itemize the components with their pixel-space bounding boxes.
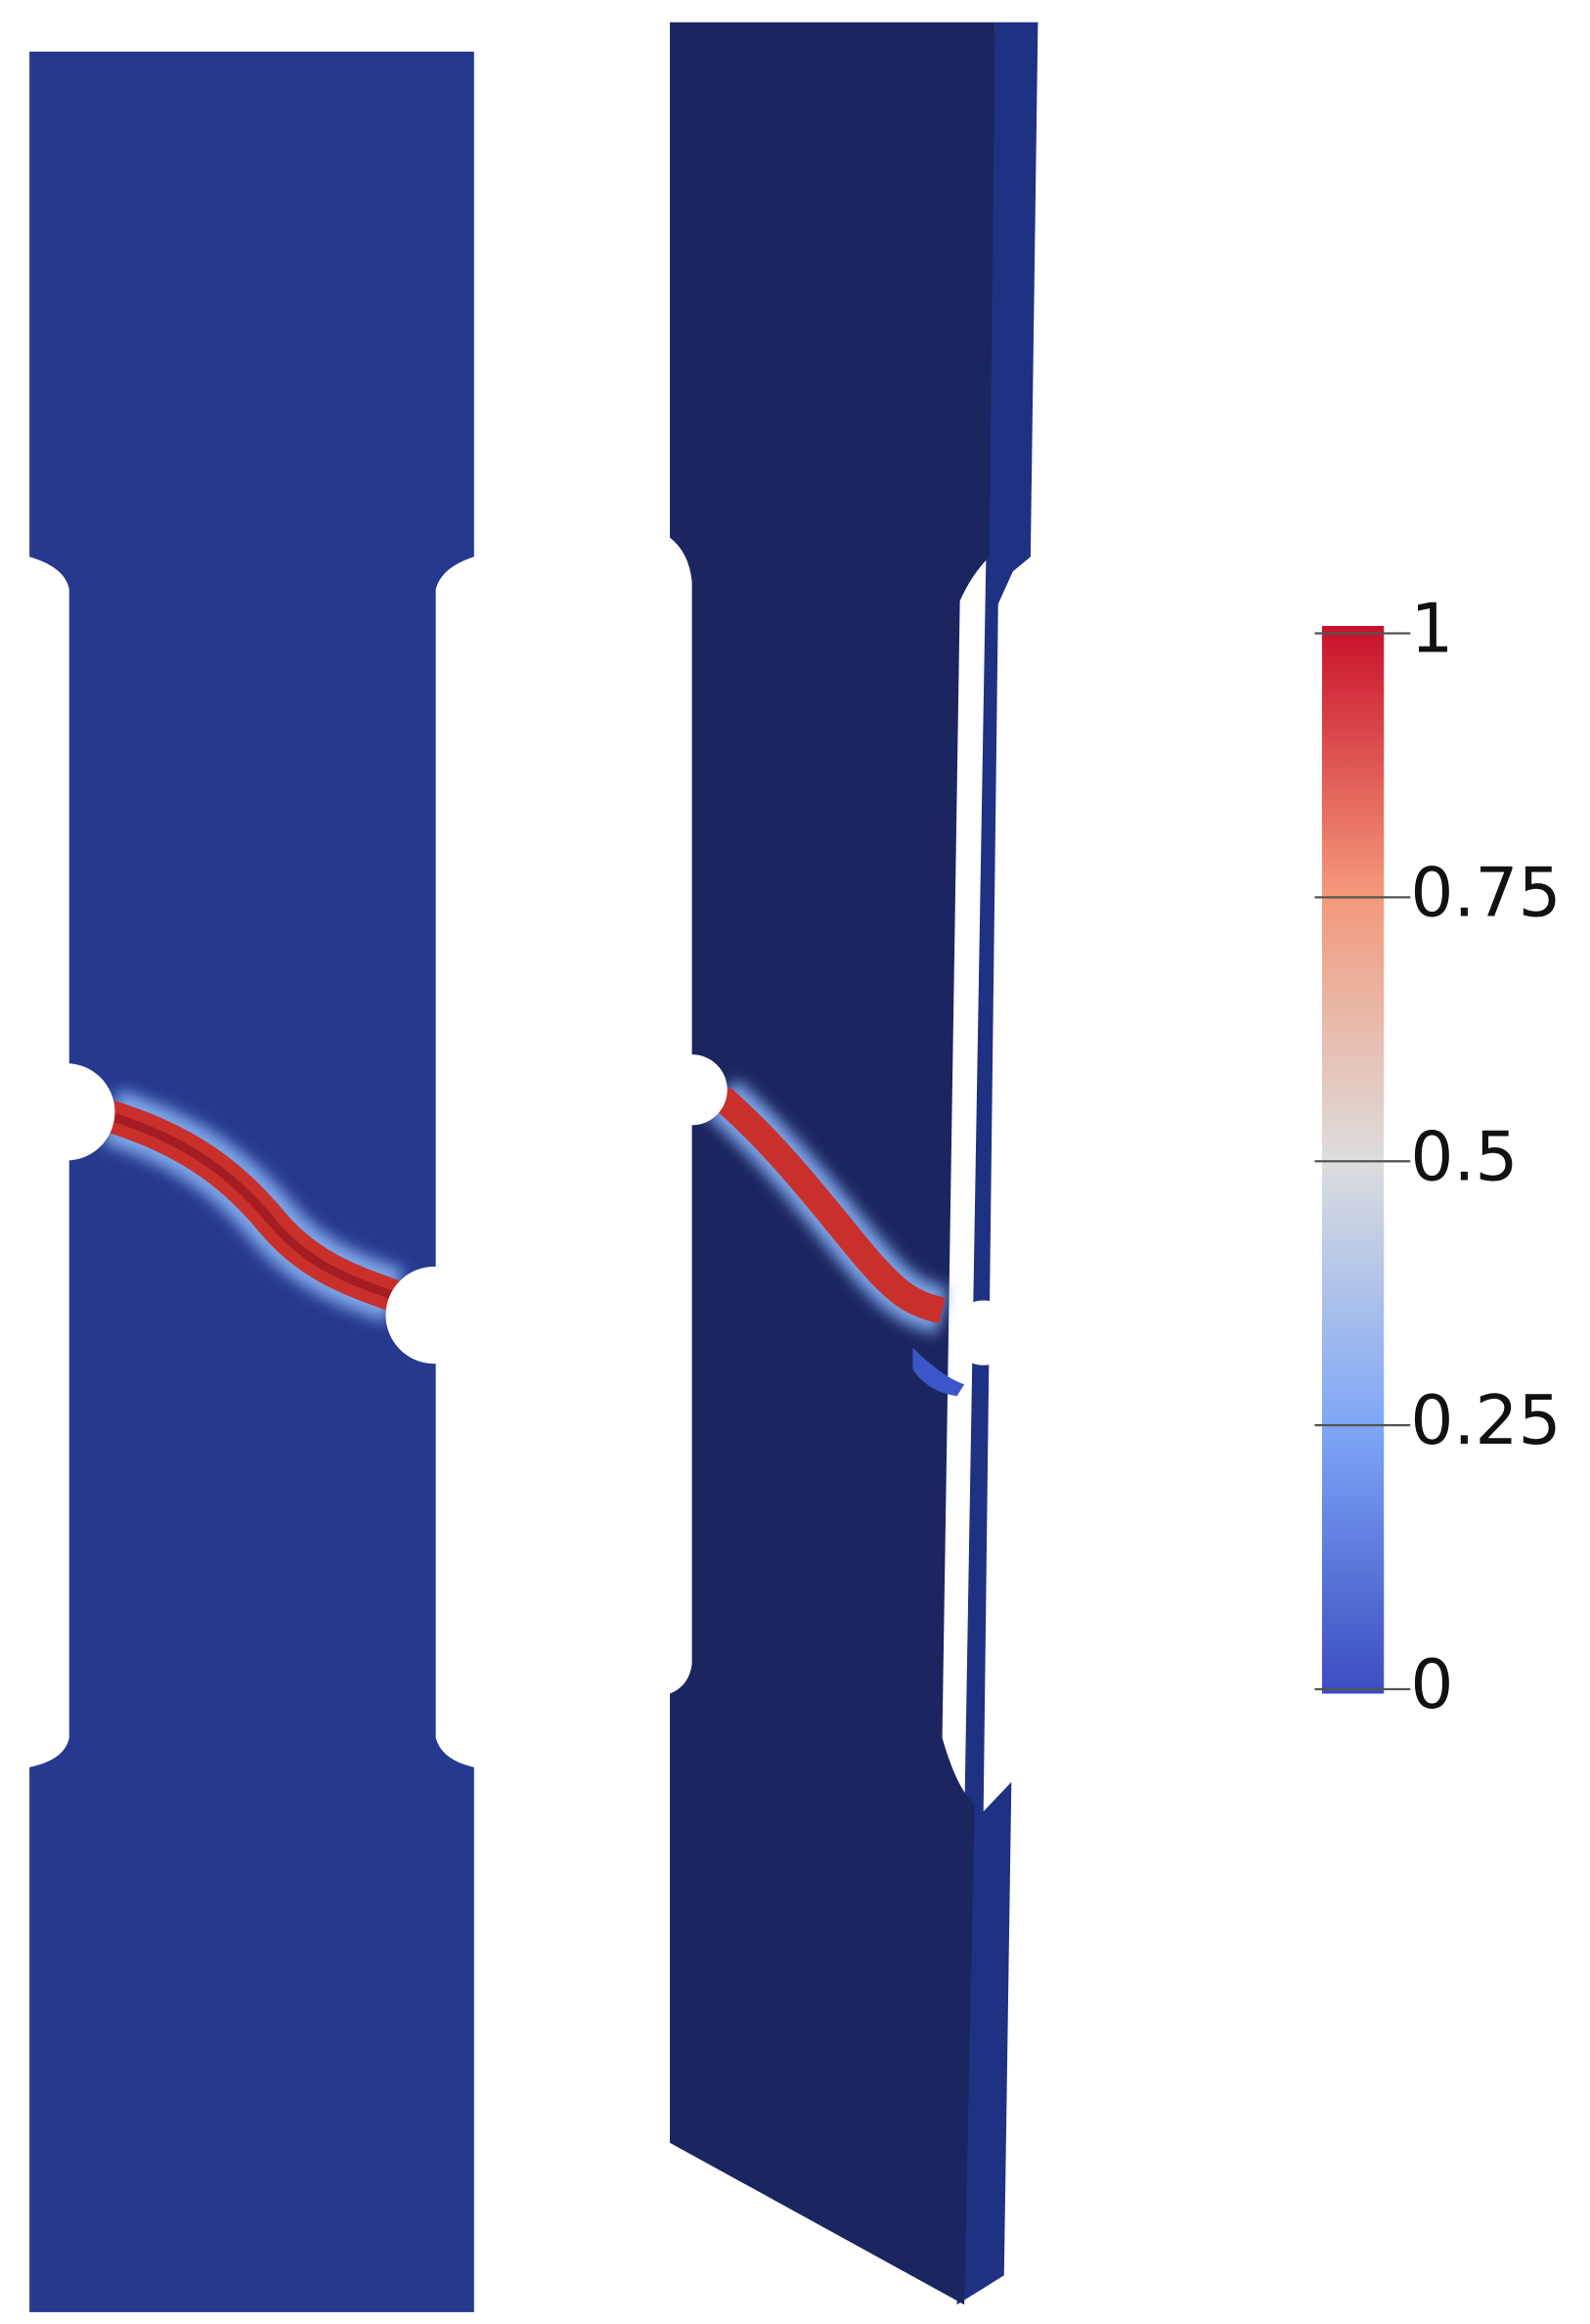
colorbar-tick-label: 0.5 bbox=[1410, 1118, 1518, 1196]
left-specimen bbox=[18, 51, 483, 2312]
notch bbox=[18, 1063, 115, 1161]
colorbar-tick-label: 0.75 bbox=[1410, 854, 1561, 932]
colorbar-tick-label: 0 bbox=[1410, 1646, 1453, 1724]
colorbar-gradient bbox=[1321, 625, 1385, 1694]
colorbar: 0 0.25 0.5 0.75 1 bbox=[1314, 591, 1562, 1724]
notch bbox=[950, 1300, 1016, 1365]
colorbar-tick-label: 0.25 bbox=[1410, 1382, 1561, 1460]
notch bbox=[656, 1054, 728, 1126]
crack bbox=[712, 1087, 946, 1324]
side-face bbox=[956, 22, 1038, 2305]
notch-face bbox=[912, 1347, 965, 1397]
right-specimen bbox=[656, 22, 1038, 2305]
colorbar-tick-label: 1 bbox=[1410, 591, 1453, 669]
notch bbox=[385, 1266, 483, 1364]
crack-core bbox=[109, 1112, 397, 1301]
front-face bbox=[670, 22, 995, 2305]
